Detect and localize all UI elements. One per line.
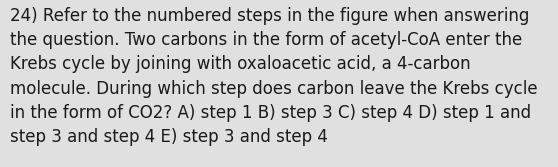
Text: 24) Refer to the numbered steps in the figure when answering
the question. Two c: 24) Refer to the numbered steps in the f… xyxy=(10,7,538,146)
